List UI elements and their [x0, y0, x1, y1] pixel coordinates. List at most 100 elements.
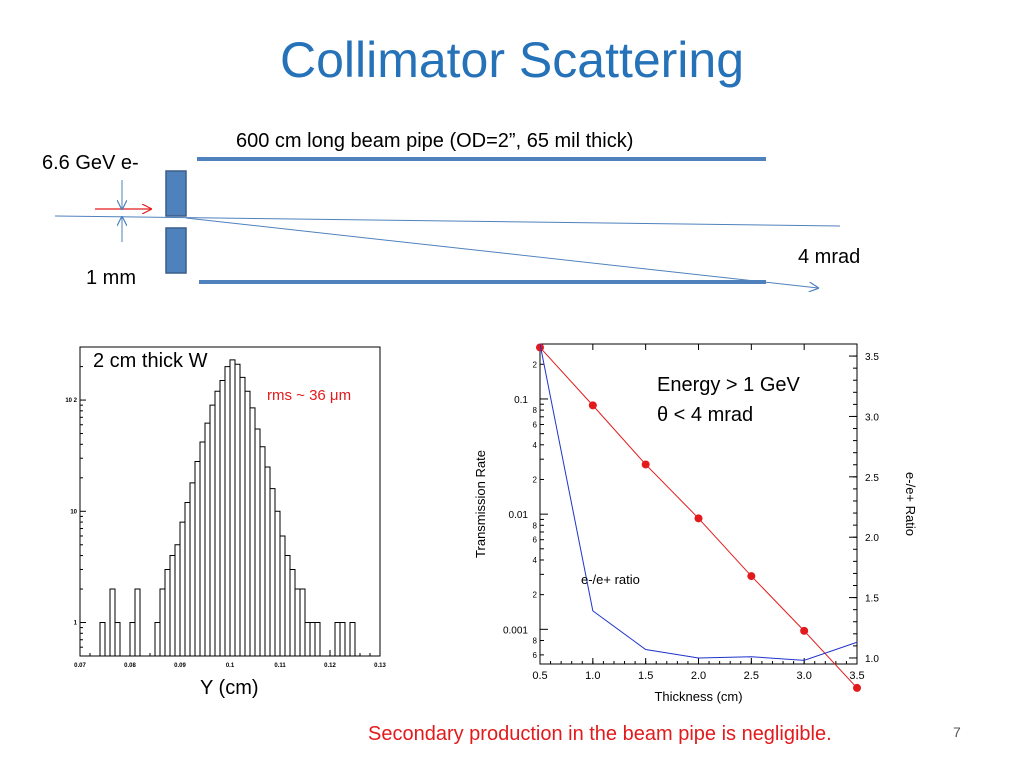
beam-pipe-label: 600 cm long beam pipe (OD=2”, 65 mil thi… — [236, 130, 634, 152]
transmission-y-minor-label: 8 — [533, 521, 538, 530]
beam-diagram — [54, 157, 841, 320]
histogram-bin — [199, 441, 206, 656]
ratio-y-tick-label: 2.5 — [865, 473, 879, 484]
transmission-y-minor-label: 2 — [533, 591, 538, 600]
ratio-series-label: e-/e+ ratio — [581, 572, 640, 587]
transmission-y-tick-label: 0.01 — [509, 510, 529, 521]
histogram-x-tick-label: 0.09 — [174, 663, 186, 668]
transmission-x-label: Thickness (cm) — [654, 689, 742, 704]
histogram-bin — [299, 588, 306, 656]
angle-label: 4 mrad — [798, 246, 861, 268]
histogram-bin — [294, 588, 301, 656]
histogram-bin — [184, 501, 191, 656]
histogram-bin — [214, 390, 221, 656]
transmission-y-minor-label: 6 — [533, 536, 538, 545]
histogram-bin — [189, 482, 196, 656]
histogram-x-tick-label: 0.1 — [226, 663, 235, 668]
histogram-bin — [134, 588, 141, 656]
transmission-x-tick-label: 0.5 — [532, 670, 547, 682]
histogram-y-tick-label: 1 — [74, 621, 78, 627]
histogram-bin — [244, 390, 251, 656]
transmission-y-minor-label: 2 — [533, 360, 538, 369]
histogram-bin — [289, 568, 296, 656]
transmission-x-tick-label: 2.5 — [744, 670, 759, 682]
ratio-y-tick-label: 3.5 — [865, 352, 879, 363]
collimator-upper-block — [165, 170, 187, 217]
conclusion-note: Secondary production in the beam pipe is… — [368, 723, 832, 745]
ratio-y-tick-label: 3.0 — [865, 412, 879, 423]
histogram-bin — [279, 535, 286, 656]
beam-axis-line — [54, 215, 841, 227]
histogram-chart: 0.07 0.08 0.09 0.1 0.11 0.12 0.13 1 10 10 2 — [65, 346, 386, 668]
histogram-bin — [99, 622, 106, 656]
histogram-x-label: Y (cm) — [200, 677, 259, 699]
transmission-y-minor-label: 8 — [533, 406, 538, 415]
histogram-bin — [314, 622, 321, 656]
collimator-lower-block — [165, 227, 187, 274]
histogram-bin — [154, 622, 161, 656]
histogram-x-tick-label: 0.07 — [74, 663, 86, 668]
page-number: 7 — [953, 724, 961, 740]
histogram-bin — [284, 555, 291, 656]
ratio-line — [539, 343, 858, 661]
legend-angle-cut: θ < 4 mrad — [657, 404, 754, 426]
histogram-bin — [334, 622, 341, 656]
transmission-chart: 0.5 1.0 1.5 2.0 2.5 3.0 3.5 Thickness (cm) 0.001… — [473, 343, 918, 704]
transmission-x-tick-label: 2.0 — [691, 670, 706, 682]
histogram-bin — [179, 521, 186, 656]
histogram-bin — [239, 376, 246, 656]
histogram-x-tick-label: 0.13 — [374, 663, 386, 668]
histogram-bin — [274, 510, 281, 656]
transmission-x-tick-label: 1.0 — [585, 670, 600, 682]
histogram-bin — [269, 488, 276, 656]
transmission-x-tick-label: 3.5 — [849, 670, 864, 682]
histogram-bin — [304, 622, 311, 656]
slide-title: Collimator Scattering — [279, 32, 745, 88]
histogram-bin — [339, 622, 346, 656]
histogram-bin — [219, 379, 226, 656]
histogram-bin — [159, 588, 166, 656]
histogram-bin — [264, 466, 271, 656]
histogram-bin — [109, 588, 116, 656]
histogram-rms-annotation: rms ~ 36 μm — [267, 387, 352, 404]
histogram-x-tick-label: 0.11 — [274, 663, 286, 668]
transmission-rate-point — [588, 401, 597, 410]
transmission-y-minor-label: 6 — [533, 421, 538, 430]
histogram-x-tick-label: 0.12 — [324, 663, 336, 668]
gap-label: 1 mm — [86, 267, 136, 289]
ratio-y-tick-label: 1.0 — [865, 654, 879, 665]
histogram-bin — [204, 422, 211, 656]
histogram-bin — [174, 544, 181, 656]
transmission-y-minor-label: 8 — [533, 636, 538, 645]
transmission-y-label: Transmission Rate — [473, 450, 488, 558]
ratio-y-tick-label: 1.5 — [865, 594, 879, 605]
histogram-bin — [194, 461, 201, 656]
transmission-rate-point — [694, 514, 703, 523]
ratio-y-label: e-/e+ Ratio — [903, 472, 918, 536]
transmission-rate-point — [641, 460, 650, 469]
transmission-y-tick-label: 0.1 — [514, 395, 528, 406]
transmission-y-minor-label: 4 — [533, 556, 538, 565]
histogram-bin — [224, 366, 231, 656]
transmission-x-tick-label: 1.5 — [638, 670, 653, 682]
ratio-y-tick-label: 2.0 — [865, 533, 879, 544]
histogram-bin — [234, 363, 241, 656]
transmission-y-tick-label: 0.001 — [503, 625, 528, 636]
histogram-y-tick-label: 10 2 — [65, 398, 77, 404]
transmission-rate-point — [536, 343, 544, 352]
histogram-bin — [169, 555, 176, 656]
histogram-title: 2 cm thick W — [92, 349, 209, 373]
histogram-bin — [129, 622, 136, 656]
histogram-bin — [209, 404, 216, 656]
histogram-bin — [259, 446, 266, 656]
histogram-bin — [229, 359, 236, 656]
histogram-bin — [254, 428, 261, 656]
beam-energy-label: 6.6 GeV e- — [42, 152, 139, 174]
transmission-rate-point — [800, 626, 809, 635]
histogram-bin — [249, 407, 256, 656]
histogram-bin — [164, 568, 171, 656]
transmission-x-tick-label: 3.0 — [797, 670, 812, 682]
transmission-y-minor-label: 6 — [533, 651, 538, 660]
histogram-bin — [349, 622, 356, 656]
scattering-angle-ray — [185, 217, 818, 288]
